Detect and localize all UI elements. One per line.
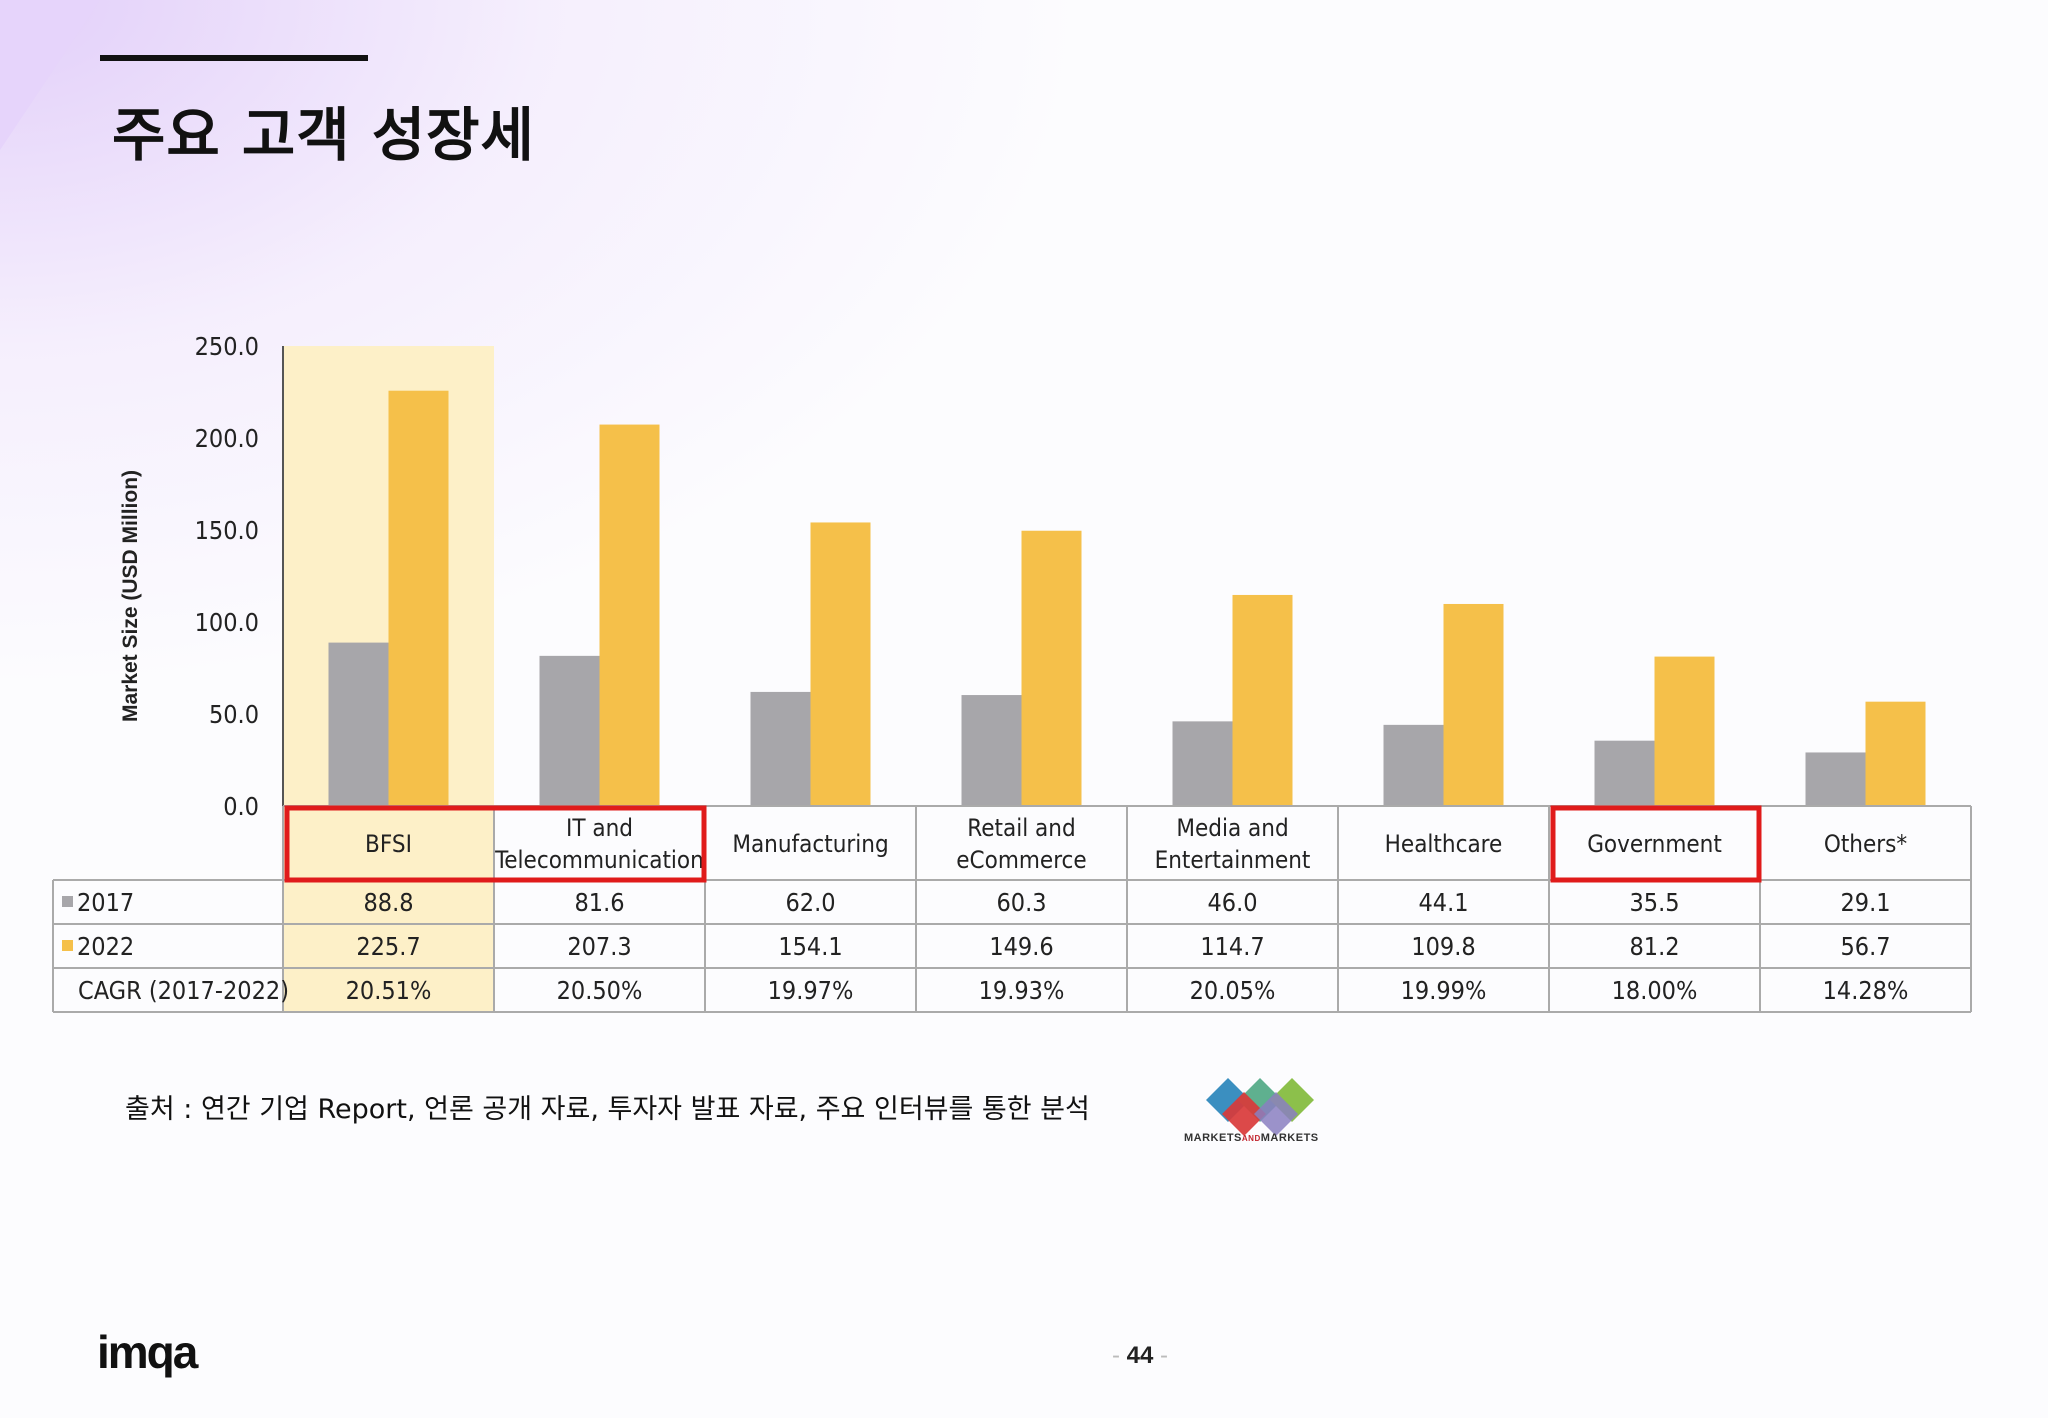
bar-2017	[961, 695, 1022, 806]
table-cell-value: 19.93%	[979, 976, 1065, 1005]
marketsandmarkets-logo	[1206, 1078, 1314, 1136]
background-gradient	[0, 0, 1100, 700]
bar-2017	[328, 642, 389, 806]
marketsandmarkets-logo-text: MARKETSANDMARKETS	[1184, 1132, 1319, 1144]
bar-2022	[1021, 530, 1082, 806]
bar-2017	[750, 691, 811, 806]
y-tick-label: 250.0	[195, 332, 259, 361]
table-cell-value: 20.51%	[346, 976, 432, 1005]
highlight-box	[1550, 805, 1762, 883]
table-cell-value: 18.00%	[1612, 976, 1698, 1005]
imqa-logo: imqa	[97, 1326, 198, 1378]
table-cell-value: 62.0	[785, 888, 835, 917]
table-cell-value: 20.50%	[557, 976, 643, 1005]
table-cell-value: 44.1	[1418, 888, 1468, 917]
table-cell-value: 29.1	[1840, 888, 1890, 917]
legend-swatch-2022	[62, 940, 73, 951]
bar-2017	[1594, 740, 1655, 806]
category-label: Entertainment	[1155, 846, 1311, 874]
category-label: Others*	[1824, 830, 1908, 858]
table-cell-value: 149.6	[989, 932, 1053, 961]
category-label: Manufacturing	[732, 830, 888, 858]
y-tick-label: 200.0	[195, 424, 259, 453]
y-tick-label: 0.0	[223, 792, 259, 821]
bar-2022	[810, 522, 871, 806]
y-tick-label: 100.0	[195, 608, 259, 637]
table-cell-value: 81.2	[1629, 932, 1679, 961]
y-tick-label: 150.0	[195, 516, 259, 545]
table-cell-value: 19.97%	[768, 976, 854, 1005]
category-label: Retail and	[967, 814, 1075, 842]
category-label: Media and	[1176, 814, 1288, 842]
category-label: Healthcare	[1385, 830, 1503, 858]
table-cell-value: 20.05%	[1190, 976, 1276, 1005]
bar-2022	[1232, 594, 1293, 806]
logo-diamond-purple	[1254, 1092, 1298, 1136]
category-label: BFSI	[365, 830, 412, 858]
category-label: eCommerce	[956, 846, 1086, 874]
bar-2022	[1443, 603, 1504, 806]
bar-2022	[1865, 701, 1926, 806]
table-cell-value: 81.6	[574, 888, 624, 917]
y-axis-label: Market Size (USD Million)	[119, 470, 142, 722]
legend-swatch-2017	[62, 896, 73, 907]
table-cell-value: 225.7	[356, 932, 420, 961]
highlight-box	[284, 805, 707, 883]
table-cell-value: 207.3	[567, 932, 631, 961]
category-label: Telecommunication	[494, 846, 704, 874]
table-cell-value: 14.28%	[1823, 976, 1909, 1005]
category-label: IT and	[566, 814, 633, 842]
bar-2017	[1172, 721, 1233, 806]
row-label: CAGR (2017-2022)	[78, 976, 289, 1005]
page-number-value: 44	[1126, 1342, 1154, 1369]
bar-2022	[1654, 656, 1715, 806]
title-rule	[100, 55, 368, 61]
table-cell-value: 60.3	[996, 888, 1046, 917]
table-cell-value: 56.7	[1840, 932, 1890, 961]
bar-2022	[599, 424, 660, 806]
bar-2017	[1383, 724, 1444, 806]
table-cell-value: 35.5	[1629, 888, 1679, 917]
table-cell-value: 19.99%	[1401, 976, 1487, 1005]
source-note: 출처 : 연간 기업 Report, 언론 공개 자료, 투자자 발표 자료, …	[125, 1094, 1090, 1125]
row-label: 2022	[77, 932, 134, 961]
bar-2017	[1805, 752, 1866, 806]
logo-diamond-red	[1222, 1092, 1266, 1136]
table-cell-value: 114.7	[1200, 932, 1264, 961]
y-tick-label: 50.0	[209, 700, 259, 729]
corner-decoration	[0, 0, 100, 150]
page-title: 주요 고객 성장세	[112, 101, 535, 169]
bar-2022	[388, 390, 449, 806]
row-label: 2017	[77, 888, 134, 917]
bar-2017	[539, 655, 600, 806]
table-cell-value: 154.1	[778, 932, 842, 961]
table-cell-value: 88.8	[363, 888, 413, 917]
table-cell-value: 46.0	[1207, 888, 1257, 917]
category-label: Government	[1587, 830, 1722, 858]
table-cell-value: 109.8	[1411, 932, 1475, 961]
page-number: - 44 -	[1111, 1342, 1169, 1369]
